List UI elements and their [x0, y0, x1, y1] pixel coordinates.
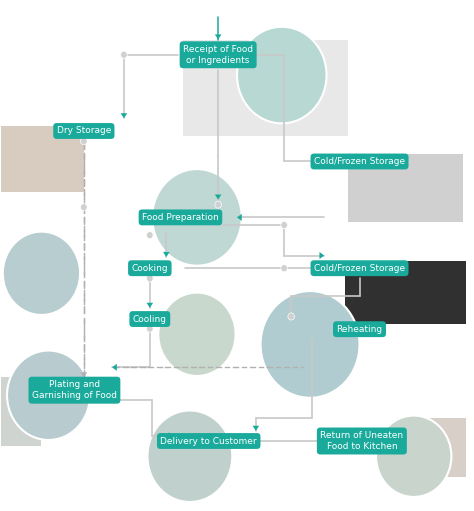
Text: Dry Storage: Dry Storage: [57, 127, 111, 135]
Text: Plating and
Garnishing of Food: Plating and Garnishing of Food: [32, 380, 117, 400]
Polygon shape: [120, 113, 127, 118]
Circle shape: [376, 415, 451, 497]
Polygon shape: [163, 252, 170, 257]
Circle shape: [81, 137, 87, 145]
Circle shape: [288, 313, 294, 320]
Polygon shape: [319, 437, 324, 445]
FancyBboxPatch shape: [348, 154, 463, 222]
FancyBboxPatch shape: [397, 418, 465, 477]
FancyBboxPatch shape: [1, 378, 41, 446]
Text: Cooking: Cooking: [131, 264, 168, 273]
Polygon shape: [215, 195, 221, 200]
Polygon shape: [319, 252, 324, 259]
Circle shape: [3, 231, 80, 315]
Circle shape: [237, 27, 327, 123]
Polygon shape: [146, 303, 153, 308]
Text: Receipt of Food
or Ingredients: Receipt of Food or Ingredients: [183, 44, 253, 65]
Text: Cold/Frozen Storage: Cold/Frozen Storage: [314, 157, 405, 166]
FancyBboxPatch shape: [183, 39, 348, 136]
Polygon shape: [215, 34, 221, 39]
Polygon shape: [81, 373, 87, 378]
Text: Food Preparation: Food Preparation: [142, 213, 219, 222]
Circle shape: [152, 169, 242, 266]
Circle shape: [215, 201, 221, 208]
Circle shape: [281, 265, 287, 272]
Circle shape: [281, 221, 287, 228]
Text: Cooling: Cooling: [133, 315, 167, 323]
FancyBboxPatch shape: [346, 261, 465, 324]
Text: Return of Uneaten
Food to Kitchen: Return of Uneaten Food to Kitchen: [320, 431, 403, 451]
FancyBboxPatch shape: [1, 126, 84, 192]
Circle shape: [120, 51, 127, 58]
Polygon shape: [319, 265, 324, 272]
Polygon shape: [253, 426, 259, 431]
Circle shape: [146, 231, 153, 239]
Circle shape: [7, 351, 90, 440]
Polygon shape: [237, 214, 242, 221]
Text: Reheating: Reheating: [337, 324, 383, 334]
Polygon shape: [112, 364, 117, 371]
Circle shape: [146, 325, 153, 332]
Polygon shape: [288, 314, 294, 319]
FancyBboxPatch shape: [254, 52, 348, 136]
Circle shape: [146, 275, 153, 282]
Polygon shape: [169, 432, 173, 439]
Text: Delivery to Customer: Delivery to Customer: [160, 436, 257, 446]
Circle shape: [158, 293, 236, 376]
Text: Cold/Frozen Storage: Cold/Frozen Storage: [314, 264, 405, 273]
Polygon shape: [319, 158, 324, 165]
Circle shape: [261, 291, 359, 398]
Circle shape: [147, 410, 232, 502]
Circle shape: [81, 204, 87, 211]
